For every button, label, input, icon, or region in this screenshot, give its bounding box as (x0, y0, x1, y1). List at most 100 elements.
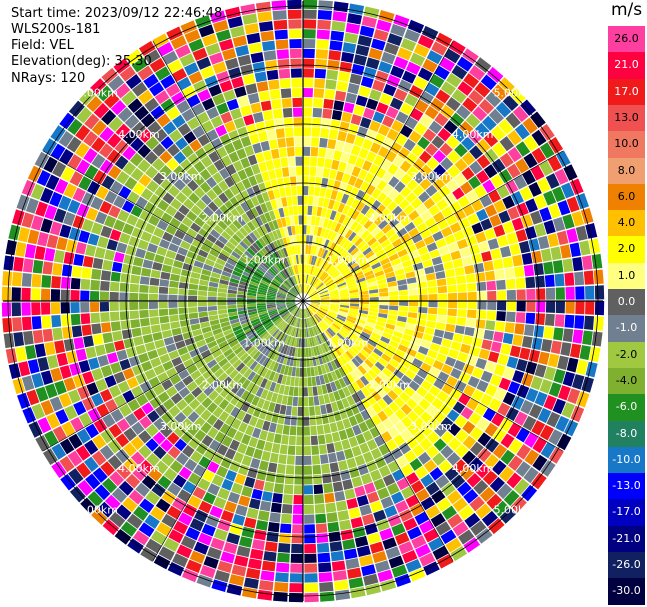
radar-gate-cell (450, 250, 462, 261)
radar-gate-cell (406, 165, 419, 178)
radar-gate-cell (313, 196, 319, 206)
radar-gate-cell (341, 267, 350, 276)
radar-gate-cell (274, 318, 283, 326)
radar-gate-cell (125, 245, 137, 256)
radar-gate-cell (98, 143, 114, 159)
radar-gate-cell (310, 245, 315, 255)
radar-gate-cell (100, 365, 113, 378)
radar-gate-cell (241, 379, 251, 390)
radar-gate-cell (273, 483, 284, 494)
radar-gate-cell (435, 89, 451, 104)
radar-gate-cell (325, 403, 333, 414)
radar-gate-cell (95, 378, 108, 392)
radar-gate-cell (244, 343, 254, 352)
radar-gate-cell (257, 11, 273, 23)
radar-gate-cell (60, 314, 71, 327)
radar-gate-cell (304, 308, 307, 318)
radar-gate-cell (255, 353, 264, 363)
radar-gate-cell (261, 235, 270, 245)
radar-gate-cell (261, 560, 276, 572)
radar-gate-cell (396, 227, 408, 238)
radar-gate-cell (5, 348, 18, 364)
radar-gate-cell (304, 543, 317, 554)
radar-gate-cell (588, 238, 601, 254)
radar-gate-cell (207, 340, 218, 349)
radar-gate-cell (345, 350, 354, 360)
radar-gate-cell (499, 507, 516, 524)
radar-gate-cell (336, 316, 346, 322)
colorbar-tick-label: -10.0 (612, 452, 641, 466)
radar-gate-cell (419, 91, 434, 105)
radar-gate-cell (171, 266, 182, 275)
radar-gate-cell (85, 244, 97, 257)
radar-gate-cell (217, 309, 228, 315)
radar-gate-cell (309, 290, 318, 297)
radar-gate-cell (273, 403, 281, 414)
radar-gate-cell (303, 68, 314, 78)
radar-gate-cell (228, 254, 239, 263)
radar-gate-cell (97, 236, 109, 249)
colorbar-tick-label: 8.0 (617, 163, 636, 177)
radar-gate-cell (255, 519, 269, 531)
radar-gate-cell (3, 333, 15, 349)
radar-gate-cell (381, 353, 392, 363)
radar-gate-cell (388, 555, 404, 569)
radar-gate-cell (388, 188, 400, 200)
radar-gate-cell (274, 276, 283, 284)
radar-gate-cell (291, 327, 296, 337)
radar-gate-cell (423, 459, 438, 473)
radar-gate-cell (173, 178, 186, 191)
radar-gate-cell (364, 358, 374, 369)
radar-gate-cell (538, 351, 550, 366)
radar-gate-cell (283, 312, 291, 320)
radar-gate-cell (236, 216, 247, 227)
radar-gate-cell (326, 281, 335, 288)
radar-gate-cell (369, 293, 379, 298)
radar-gate-cell (194, 509, 209, 523)
radar-gate-cell (500, 433, 515, 449)
radar-gate-cell (367, 314, 378, 321)
radar-gate-cell (317, 365, 323, 376)
radar-gate-cell (515, 141, 531, 157)
radar-gate-cell (539, 379, 553, 394)
radar-gate-cell (341, 172, 351, 184)
radar-gate-cell (432, 211, 445, 223)
radar-gate-cell (385, 323, 396, 331)
radar-gate-cell (444, 234, 456, 245)
radar-gate-cell (339, 288, 349, 294)
radar-gate-cell (346, 207, 356, 218)
radar-gate-cell (419, 150, 432, 164)
radar-gate-cell (21, 287, 31, 301)
radar-gate-cell (507, 129, 523, 146)
radar-gate-cell (420, 380, 433, 391)
radar-gate-cell (76, 159, 91, 175)
radar-gate-cell (260, 280, 270, 286)
radar-gate-cell (264, 369, 272, 380)
radar-gate-cell (312, 464, 322, 475)
radar-gate-cell (330, 337, 339, 347)
radar-gate-cell (418, 346, 429, 356)
radar-gate-cell (178, 512, 193, 526)
radar-gate-cell (215, 383, 226, 394)
radar-gate-cell (175, 44, 191, 59)
radar-gate-cell (110, 271, 121, 282)
radar-gate-cell (463, 489, 479, 504)
radar-gate-cell (407, 283, 418, 290)
radar-gate-cell (145, 490, 161, 506)
radar-gate-cell (111, 487, 128, 503)
radar-gate-cell (286, 295, 296, 299)
radar-gate-cell (220, 249, 231, 258)
radar-gate-cell (267, 337, 276, 347)
radar-gate-cell (327, 59, 340, 71)
radar-gate-cell (193, 541, 209, 555)
radar-gate-cell (444, 396, 457, 409)
radar-gate-cell (303, 244, 306, 254)
radar-gate-cell (388, 413, 401, 426)
radar-gate-cell (318, 572, 333, 583)
radar-gate-cell (406, 317, 417, 325)
radar-gate-cell (324, 341, 332, 351)
radar-gate-cell (512, 370, 525, 384)
radar-gate-cell (229, 277, 240, 284)
radar-gate-cell (459, 247, 471, 258)
radar-gate-cell (267, 308, 277, 313)
